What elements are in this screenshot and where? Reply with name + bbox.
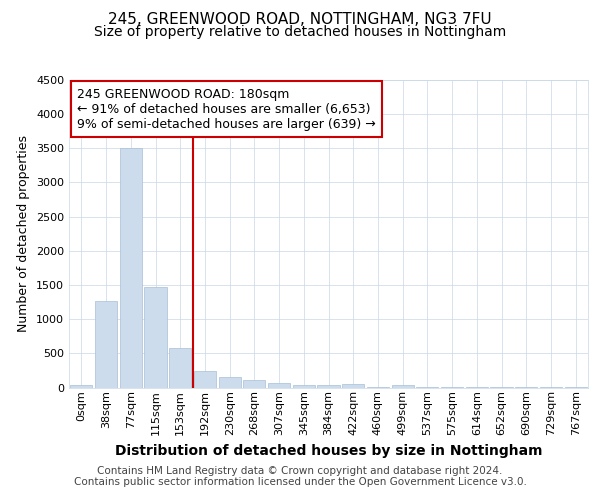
Bar xyxy=(70,386,92,388)
Bar xyxy=(119,148,142,388)
Text: Contains public sector information licensed under the Open Government Licence v3: Contains public sector information licen… xyxy=(74,477,526,487)
Bar xyxy=(218,377,241,388)
Bar xyxy=(169,348,191,388)
Bar xyxy=(243,380,265,388)
Bar xyxy=(293,385,315,388)
Bar xyxy=(268,383,290,388)
Bar xyxy=(342,384,364,388)
Text: 245, GREENWOOD ROAD, NOTTINGHAM, NG3 7FU: 245, GREENWOOD ROAD, NOTTINGHAM, NG3 7FU xyxy=(108,12,492,28)
Text: Contains HM Land Registry data © Crown copyright and database right 2024.: Contains HM Land Registry data © Crown c… xyxy=(97,466,503,476)
Bar xyxy=(95,300,117,388)
Bar xyxy=(145,287,167,388)
Text: Size of property relative to detached houses in Nottingham: Size of property relative to detached ho… xyxy=(94,25,506,39)
Bar xyxy=(194,371,216,388)
Y-axis label: Number of detached properties: Number of detached properties xyxy=(17,135,31,332)
X-axis label: Distribution of detached houses by size in Nottingham: Distribution of detached houses by size … xyxy=(115,444,542,458)
Bar xyxy=(317,386,340,388)
Text: 245 GREENWOOD ROAD: 180sqm
← 91% of detached houses are smaller (6,653)
9% of se: 245 GREENWOOD ROAD: 180sqm ← 91% of deta… xyxy=(77,88,376,130)
Bar xyxy=(392,385,414,388)
